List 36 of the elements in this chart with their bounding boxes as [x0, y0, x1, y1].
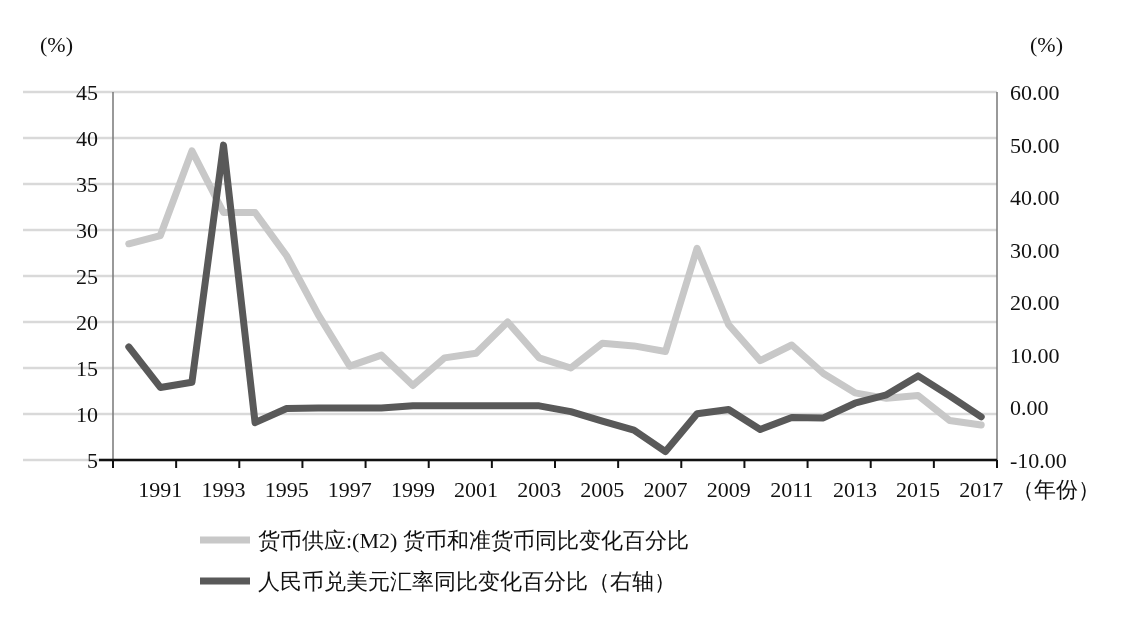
x-tick-label: 2007 — [643, 477, 688, 502]
x-tick-label: 1995 — [264, 477, 309, 502]
y2-tick-label: -10.00 — [1010, 448, 1067, 473]
x-tick-label: 2013 — [832, 477, 877, 502]
y-tick-label: 5 — [87, 448, 98, 473]
y2-tick-label: 20.00 — [1010, 290, 1060, 316]
x-tick-label: 1997 — [327, 477, 372, 502]
x-tick-label: 1999 — [390, 477, 435, 502]
y-tick-label: 30 — [76, 218, 98, 243]
y2-tick-label: 50.00 — [1010, 132, 1060, 158]
y-tick-label: 40 — [76, 126, 98, 151]
x-tick-label: 2015 — [896, 477, 941, 502]
x-tick-label: 2005 — [580, 477, 625, 502]
y2-tick-label: 40.00 — [1010, 185, 1060, 211]
x-tick-label: 2009 — [706, 477, 751, 502]
legend-label: 人民币兑美元汇率同比变化百分比（右轴） — [258, 569, 676, 594]
y-tick-label: 15 — [76, 356, 98, 381]
y-axis-title: (%) — [40, 32, 73, 57]
y-tick-label: 25 — [76, 264, 98, 289]
x-tick-label: 2017 — [959, 477, 1004, 502]
y-tick-label: 35 — [76, 172, 98, 197]
y-tick-label: 45 — [76, 80, 98, 105]
x-axis-title: （年份） — [1012, 477, 1100, 502]
x-tick-label: 2001 — [454, 477, 499, 502]
y2-tick-label: 30.00 — [1010, 237, 1060, 263]
y2-tick-label: 0.00 — [1010, 395, 1049, 421]
y-tick-label: 20 — [76, 310, 98, 335]
x-tick-label: 2011 — [770, 477, 814, 502]
y2-tick-label: 10.00 — [1010, 342, 1060, 368]
x-tick-label: 1991 — [138, 477, 183, 502]
y2-tick-label: 60.00 — [1010, 80, 1060, 105]
x-tick-label: 1993 — [201, 477, 246, 502]
y2-axis-title: (%) — [1030, 32, 1063, 57]
x-tick-label: 2003 — [517, 477, 562, 502]
legend-label: 货币供应:(M2) 货币和准货币同比变化百分比 — [258, 528, 689, 553]
y-tick-label: 10 — [76, 402, 98, 427]
